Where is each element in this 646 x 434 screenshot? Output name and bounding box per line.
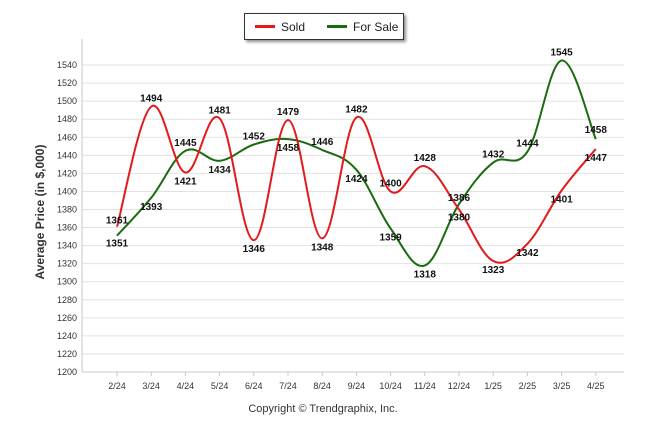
series-line-sold [116,104,597,264]
x-tick-label: 6/24 [245,381,263,391]
y-tick-label: 1380 [57,205,77,215]
x-tick-label: 5/24 [211,381,229,391]
data-label-for-sale: 1351 [106,239,129,250]
x-tick-label: 12/24 [448,381,471,391]
data-label-for-sale: 1434 [208,165,231,176]
legend-item-sold[interactable]: Sold [255,20,305,34]
y-axis-title: Average Price (in $,000) [33,144,47,280]
data-label-sold: 1346 [243,244,266,255]
x-tick-label: 11/24 [414,381,436,391]
y-tick-label: 1300 [57,277,77,287]
x-tick-label: 2/24 [108,381,126,391]
data-label-sold: 1447 [585,153,608,164]
x-tick-label: 8/24 [313,381,331,391]
x-tick-label: 3/24 [142,381,160,391]
y-tick-label: 1400 [57,186,77,196]
y-tick-label: 1260 [57,313,77,323]
data-label-sold: 1479 [277,107,300,118]
y-tick-label: 1200 [57,367,77,377]
data-label-sold: 1481 [208,105,231,116]
data-label-for-sale: 1445 [174,138,197,149]
legend-label-for-sale: For Sale [353,19,399,34]
data-label-for-sale: 1458 [585,125,608,136]
x-tick-label: 4/24 [177,381,195,391]
data-label-sold: 1342 [516,248,539,259]
data-label-for-sale: 1545 [550,48,573,59]
data-label-for-sale: 1444 [516,139,539,150]
data-label-for-sale: 1452 [243,132,266,143]
y-tick-label: 1440 [57,150,77,160]
x-tick-label: 9/24 [348,381,366,391]
data-label-sold: 1421 [174,176,197,187]
data-label-sold: 1323 [482,265,505,276]
data-label-for-sale: 1386 [448,193,471,204]
y-tick-label: 1500 [57,96,77,106]
copyright-text: Copyright © Trendgraphix, Inc. [248,403,398,415]
y-tick-label: 1360 [57,223,77,233]
chart-legend: Sold For Sale [244,13,404,40]
y-tick-label: 1420 [57,168,77,178]
data-label-for-sale: 1458 [277,143,300,154]
data-label-sold: 1348 [311,242,334,253]
data-label-for-sale: 1393 [140,202,163,213]
data-label-sold: 1380 [448,213,471,224]
legend-item-for-sale[interactable]: For Sale [327,20,398,34]
x-tick-label: 10/24 [379,381,402,391]
x-tick-label: 2/25 [519,381,537,391]
data-label-sold: 1361 [106,216,129,227]
x-tick-label: 3/25 [553,381,571,391]
legend-label-sold: Sold [281,19,306,34]
y-tick-label: 1520 [57,78,77,88]
data-label-sold: 1494 [140,94,163,105]
y-tick-label: 1480 [57,114,77,124]
legend-swatch-sold [255,25,275,28]
data-label-sold: 1400 [379,178,402,189]
data-label-sold: 1401 [550,195,573,206]
data-label-sold: 1482 [345,104,368,115]
x-tick-label: 4/25 [587,381,605,391]
y-tick-label: 1280 [57,295,77,305]
legend-swatch-for-sale [327,25,348,28]
y-tick-label: 1460 [57,132,77,142]
y-tick-label: 1320 [57,259,77,269]
x-tick-label: 7/24 [279,381,297,391]
data-label-sold: 1428 [414,153,437,164]
data-label-for-sale: 1359 [379,232,402,243]
y-tick-label: 1340 [57,241,77,251]
data-label-for-sale: 1318 [414,269,437,280]
y-tick-label: 1220 [57,349,77,359]
y-tick-label: 1240 [57,331,77,341]
data-label-for-sale: 1432 [482,150,505,161]
x-tick-label: 1/25 [484,381,502,391]
data-label-for-sale: 1424 [345,174,368,185]
y-tick-label: 1540 [57,60,77,70]
data-label-for-sale: 1446 [311,137,334,148]
series-line-for-sale [116,59,597,267]
